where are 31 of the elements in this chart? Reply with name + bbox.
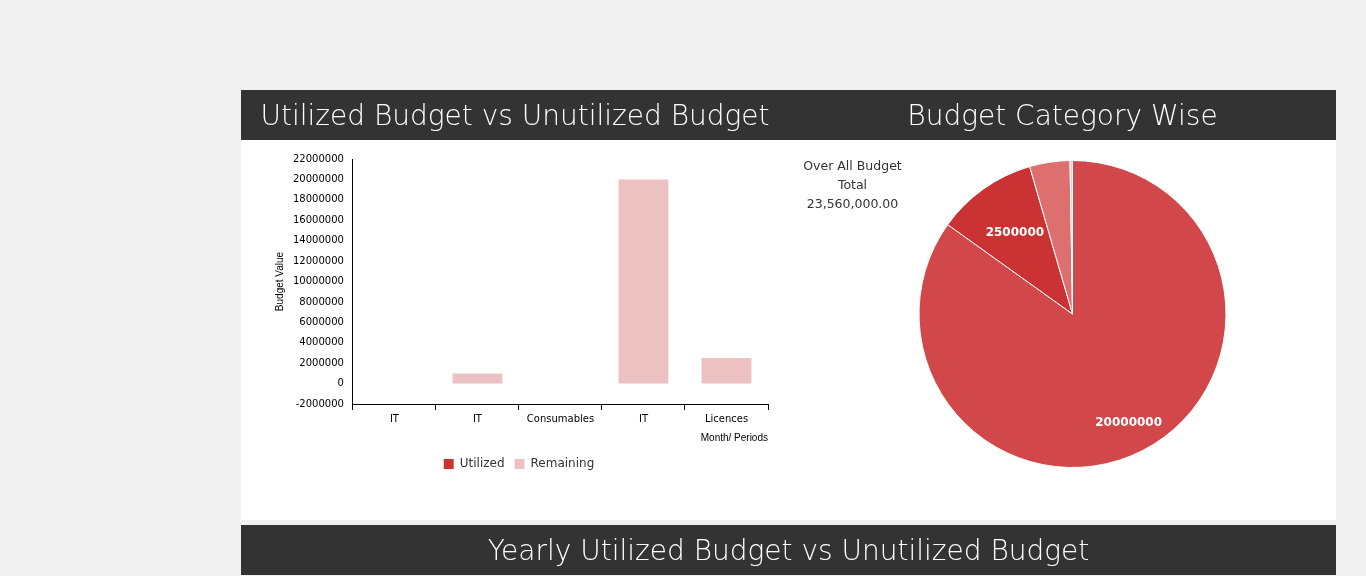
text: Over All Budget Total 23,560,000.00 [802,157,903,213]
x-tick-label: IT [638,412,649,424]
data-label: 2500000 [985,224,1045,239]
y-tick-label: 22000000 [292,152,344,164]
y-tick-label: 4000000 [299,336,344,348]
y-tick-label: 14000000 [292,234,344,246]
x-axis-title: Month/ Periods [700,431,768,443]
bar [618,179,669,384]
data-label: 20000000 [1095,415,1163,430]
y-tick-label: 0 [337,377,344,389]
y-tick-label: 20000000 [292,173,344,185]
bar [701,358,752,384]
chart-title: Utilized Budget vs Unutilized Budget [241,90,789,140]
chart-title: Budget Category Wise [789,90,1336,140]
y-tick-label: 18000000 [292,193,344,205]
x-tick-label: Consumables [526,412,595,424]
y-tick-label: 8000000 [299,295,344,307]
y-tick-label: 16000000 [292,213,344,225]
y-tick-label: 6000000 [299,315,344,327]
x-tick-label: IT [389,412,400,424]
text: Yearly Utilized Budget vs Unutilized Budget [241,525,1336,575]
x-tick-label: IT [472,412,483,424]
y-axis-title: Budget Value [273,251,285,312]
y-tick-label: -2000000 [295,397,344,409]
legend-label: Remaining [530,456,595,471]
y-tick-label: 10000000 [292,275,344,287]
legend-label: Utilized [459,456,505,471]
y-tick-label: 12000000 [292,254,344,266]
x-tick-label: Licences [704,412,749,424]
y-tick-label: 2000000 [299,356,344,368]
bar [452,373,503,384]
